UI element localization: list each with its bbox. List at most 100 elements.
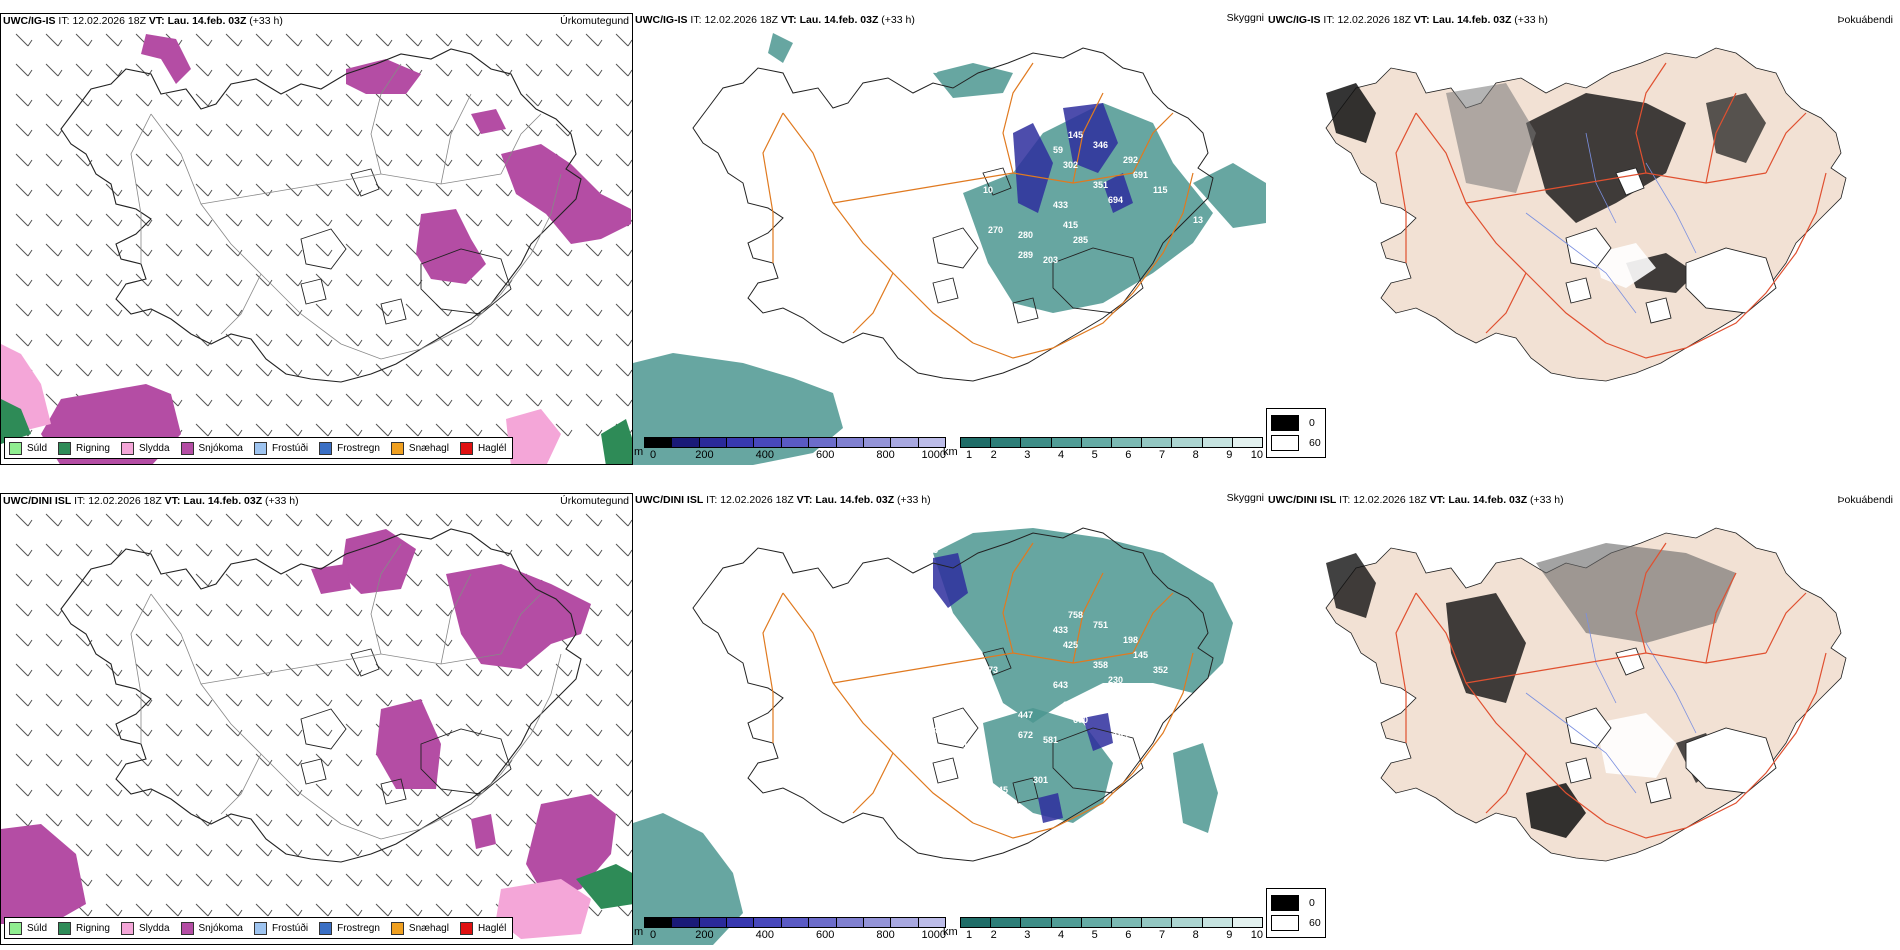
colorbar-swatch <box>1081 918 1113 927</box>
cloud-legend: 0 60 <box>1266 888 1326 938</box>
wind-barb <box>105 273 123 287</box>
dark-area <box>1326 83 1376 143</box>
wind-barb <box>495 363 513 377</box>
wind-barb <box>285 903 303 917</box>
cloud-base-height-label: 358 <box>1093 660 1108 670</box>
wind-barb <box>225 663 243 677</box>
wind-barb <box>105 573 123 587</box>
wind-barb <box>585 573 603 587</box>
cloud-legend: 0 60 <box>1266 408 1326 458</box>
vis-area <box>933 63 1013 98</box>
wind-barb <box>315 813 333 827</box>
wind-barb <box>15 633 33 647</box>
sleet-area <box>506 409 561 464</box>
cloud-base-height-label: 335 <box>903 685 918 695</box>
wind-barb <box>45 153 63 167</box>
cloud-base-height-label: 198 <box>1123 635 1138 645</box>
cloud-base-height-label: 270 <box>988 225 1003 235</box>
wind-barb <box>615 783 632 797</box>
cloud-base-height-label: 10 <box>763 75 773 85</box>
cloud-base-height-label: 643 <box>1053 680 1068 690</box>
wind-barb <box>255 603 273 617</box>
cloud-base-height-label: 280 <box>1018 230 1033 240</box>
cloud-base-height-label: 59 <box>1053 145 1063 155</box>
wind-barb <box>225 93 243 107</box>
wind-barb <box>105 903 123 917</box>
colorbar-swatch <box>1112 438 1143 447</box>
wind-barb <box>435 603 453 617</box>
wind-barb <box>15 333 33 347</box>
height-colorbar: 0 200 400 600 800 1000 <box>644 437 946 462</box>
wind-barb <box>495 513 513 527</box>
height-ticks: 0 200 400 600 800 1000 <box>644 928 946 942</box>
vis-area <box>633 813 743 945</box>
legend-item: Rigning <box>58 441 110 455</box>
cloud-base-height-label: 301 <box>1033 775 1048 785</box>
panel-title: Þokuábendi <box>1837 494 1893 506</box>
wind-barb <box>435 33 453 47</box>
wind-barb <box>195 393 213 407</box>
wind-barb <box>165 303 183 317</box>
colorbar-swatch <box>1112 918 1143 927</box>
wind-barb <box>225 903 243 917</box>
wind-barb <box>255 693 273 707</box>
wind-barb <box>195 603 213 617</box>
wind-barb <box>225 843 243 857</box>
wind-barb <box>15 663 33 677</box>
height-colorbar: 0 200 400 600 800 1000 <box>644 917 946 942</box>
wind-barb <box>105 813 123 827</box>
wind-barb <box>255 513 273 527</box>
wind-barb <box>465 183 483 197</box>
wind-barb <box>435 423 453 437</box>
wind-barb <box>315 873 333 887</box>
wind-barb <box>375 33 393 47</box>
dark-area <box>1446 593 1526 703</box>
colorbar-tick: 9 <box>1226 929 1233 941</box>
wind-barb <box>525 33 543 47</box>
wind-barb <box>555 33 573 47</box>
wind-barb <box>525 783 543 797</box>
wind-barb <box>405 33 423 47</box>
wind-barb <box>315 753 333 767</box>
cloud-base-area <box>1013 123 1053 213</box>
wind-barb <box>585 753 603 767</box>
wind-barb <box>285 33 303 47</box>
panel-header: UWC/IG-IS IT: 12.02.2026 18Z VT: Lau. 14… <box>635 14 915 26</box>
legend-item: Snæhagl <box>390 921 449 935</box>
cloud-base-height-label: 433 <box>1053 200 1068 210</box>
wind-barb <box>405 363 423 377</box>
colorbar-swatch <box>1202 438 1233 447</box>
colorbar-swatch <box>863 918 892 927</box>
wind-barb <box>285 363 303 377</box>
wind-barb <box>225 393 243 407</box>
wind-barb <box>495 303 513 317</box>
wind-barb <box>435 723 453 737</box>
wind-barb <box>165 543 183 557</box>
wind-barb <box>525 243 543 257</box>
wind-barb <box>315 183 333 197</box>
wind-barb <box>345 663 363 677</box>
wind-barb <box>165 753 183 767</box>
wind-barb <box>345 153 363 167</box>
wind-barb <box>345 123 363 137</box>
wind-barb <box>255 33 273 47</box>
wind-barb <box>105 333 123 347</box>
wind-barb <box>465 153 483 167</box>
colorbar-swatch <box>1021 918 1052 927</box>
wind-barb <box>75 333 93 347</box>
wind-barb <box>105 693 123 707</box>
wind-barb <box>105 153 123 167</box>
wind-barb <box>585 513 603 527</box>
wind-barb <box>615 183 632 197</box>
vis-unit: km <box>943 446 958 458</box>
wind-barb <box>75 843 93 857</box>
wind-barb <box>345 183 363 197</box>
wind-barb <box>435 183 453 197</box>
cloud-base-height-label: 670 <box>1073 715 1088 725</box>
wind-barb <box>105 243 123 257</box>
snow-area <box>1 824 86 924</box>
wind-barb <box>195 843 213 857</box>
wind-barb <box>45 723 63 737</box>
cloud-base-height-label: 273 <box>983 665 998 675</box>
